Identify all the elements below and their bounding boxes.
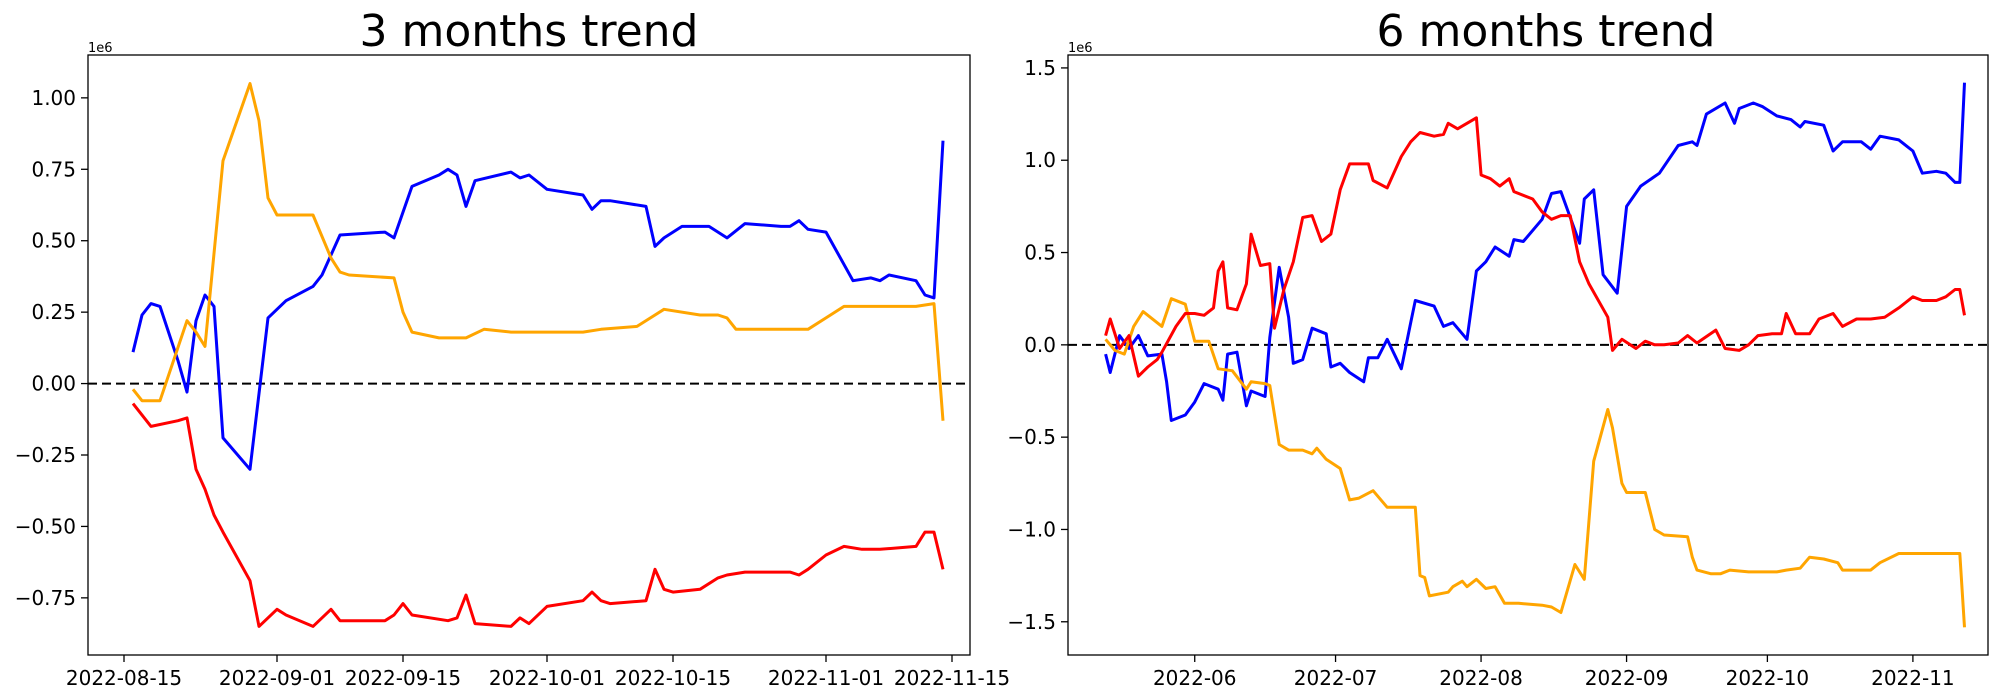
- y-tick-label: 1.0: [1024, 148, 1056, 172]
- y-tick-label: −0.5: [1007, 425, 1056, 449]
- y-tick-label: 1.00: [31, 86, 76, 110]
- x-tick-label: 2022-10: [1726, 666, 1810, 690]
- x-tick-label: 2022-06: [1153, 666, 1237, 690]
- y-tick-label: 0.5: [1024, 241, 1056, 265]
- x-tick-label: 2022-11-01: [768, 666, 884, 690]
- y-tick-label: −1.0: [1007, 517, 1056, 541]
- y-tick-label: −1.5: [1007, 610, 1056, 634]
- axes-frame: [87, 54, 971, 656]
- x-tick-label: 2022-10-15: [615, 666, 731, 690]
- y-tick-label: −0.50: [15, 514, 76, 538]
- x-tick-label: 2022-09-01: [219, 666, 335, 690]
- plot-area: −0.75 −0.50 −0.25 0.00 0.25 0.50 0.75 1.00 2022-…: [15, 54, 1010, 690]
- chart-3-months: 3 months trend 1e6 −0.75 −0.50 −0.25 0.00 0.…: [15, 6, 1010, 690]
- x-tick-label: 2022-09: [1585, 666, 1669, 690]
- chart-6-months: 6 months trend 1e6 −1.5 −1.0 −0.5 0.0 0.5 1.0…: [1007, 6, 1989, 690]
- y-tick-label: 1.5: [1024, 56, 1056, 80]
- y-tick-label: −0.25: [15, 443, 76, 467]
- y-tick-label: −0.75: [15, 586, 76, 610]
- chart-title: 3 months trend: [360, 6, 699, 57]
- plot-area: −1.5 −1.0 −0.5 0.0 0.5 1.0 1.5 2022-06 2022-07 20…: [1007, 54, 1989, 690]
- x-tick-label: 2022-11: [1871, 666, 1955, 690]
- y-tick-label: 0.25: [31, 300, 76, 324]
- x-tick-label: 2022-11-15: [894, 666, 1010, 690]
- x-tick-label: 2022-09-15: [345, 666, 461, 690]
- x-tick-label: 2022-08: [1439, 666, 1523, 690]
- y-tick-label: 0.50: [31, 229, 76, 253]
- y-offset-label: 1e6: [1068, 41, 1093, 56]
- series-line-2: [1104, 116, 1966, 378]
- y-tick-label: 0.75: [31, 157, 76, 181]
- x-tick-label: 2022-08-15: [66, 666, 182, 690]
- y-offset-label: 1e6: [88, 41, 113, 56]
- axes-frame: [1067, 54, 1989, 656]
- x-tick-label: 2022-07: [1294, 666, 1378, 690]
- series-line-2: [131, 402, 945, 628]
- series-line-1: [131, 82, 945, 421]
- y-tick-label: 0.00: [31, 372, 76, 396]
- series-line-0: [1104, 82, 1966, 422]
- x-tick-label: 2022-10-01: [489, 666, 605, 690]
- series-line-0: [131, 140, 945, 471]
- y-tick-label: 0.0: [1024, 333, 1056, 357]
- series-line-1: [1104, 297, 1966, 628]
- chart-title: 6 months trend: [1377, 6, 1716, 57]
